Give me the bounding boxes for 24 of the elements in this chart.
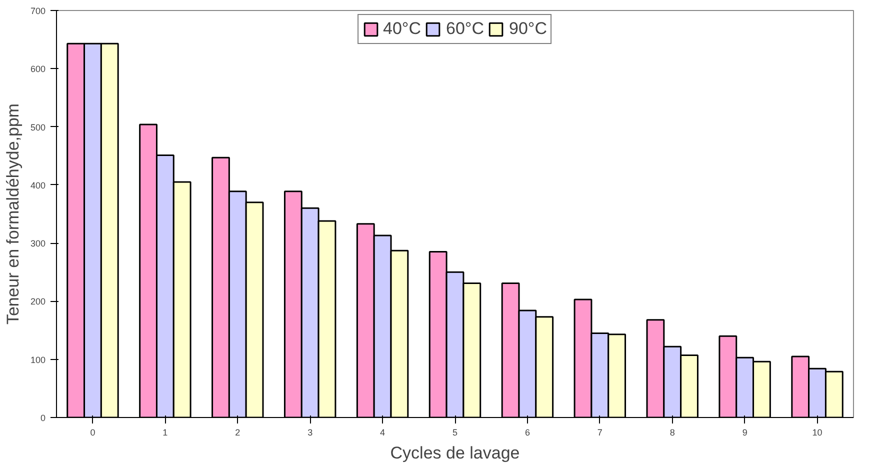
legend-label: 60°C	[446, 19, 484, 39]
x-tick-label: 10	[812, 428, 822, 438]
x-tick-label: 6	[524, 428, 530, 438]
y-axis-title: Teneur en formaldéhyde,ppm	[3, 103, 22, 325]
x-tick-label: 3	[308, 428, 313, 438]
y-tick-label: 600	[30, 64, 46, 74]
legend-label: 40°C	[383, 19, 422, 39]
x-tick-label: 9	[742, 428, 748, 438]
x-tick-label: 4	[380, 428, 386, 438]
x-axis-title: Cycles de lavage	[390, 444, 520, 462]
y-tick-label: 0	[40, 413, 46, 423]
y-tick-label: 700	[30, 6, 46, 16]
legend-label: 90°C	[508, 19, 547, 39]
y-tick-label: 400	[30, 180, 46, 190]
y-tick-label: 500	[30, 122, 46, 132]
x-tick-label: 0	[90, 428, 96, 438]
x-tick-label: 1	[162, 428, 168, 438]
x-tick-label: 8	[670, 428, 675, 438]
y-tick-label: 200	[30, 296, 46, 307]
x-tick-label: 5	[452, 428, 458, 438]
y-tick-label: 100	[30, 354, 46, 365]
x-tick-label: 2	[235, 428, 240, 438]
x-tick-label: 7	[597, 428, 602, 438]
y-tick-label: 300	[30, 238, 46, 249]
